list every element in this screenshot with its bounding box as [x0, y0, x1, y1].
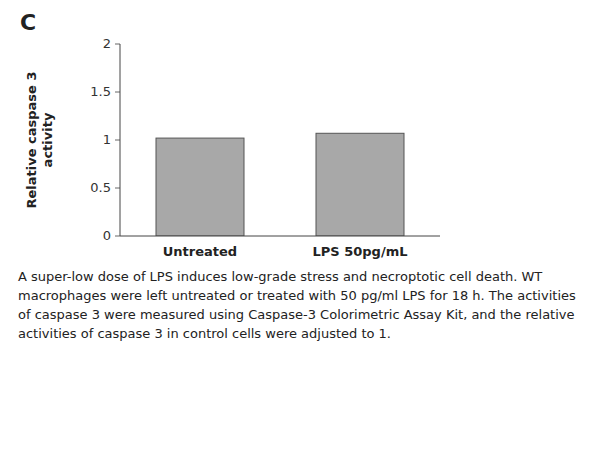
caption: A super-low dose of LPS induces low-grad… [18, 268, 586, 343]
panel-label: C [20, 10, 36, 35]
y-tick [115, 140, 120, 141]
x-axis [120, 236, 440, 237]
y-tick-label: 1 [103, 132, 111, 147]
bar [316, 133, 404, 236]
chart: C 0 0.5 1 1.5 2 Untreated LPS 50pg/mL Relative c… [0, 0, 605, 454]
y-tick-label: 0.5 [90, 180, 111, 195]
y-tick [115, 92, 120, 93]
y-axis [120, 44, 121, 236]
y-tick [115, 44, 120, 45]
y-tick-label: 1.5 [90, 84, 111, 99]
bar [156, 138, 244, 236]
y-tick-label: 0 [103, 228, 111, 243]
y-axis-label: Relative caspase 3activity [24, 72, 55, 209]
bars [156, 133, 404, 236]
x-tick-label: Untreated [163, 244, 237, 259]
caption-text: A super-low dose of LPS induces low-grad… [18, 268, 586, 343]
y-tick [115, 188, 120, 189]
y-tick-label: 2 [103, 36, 111, 51]
x-tick-label: LPS 50pg/mL [313, 244, 408, 259]
y-tick [115, 236, 120, 237]
